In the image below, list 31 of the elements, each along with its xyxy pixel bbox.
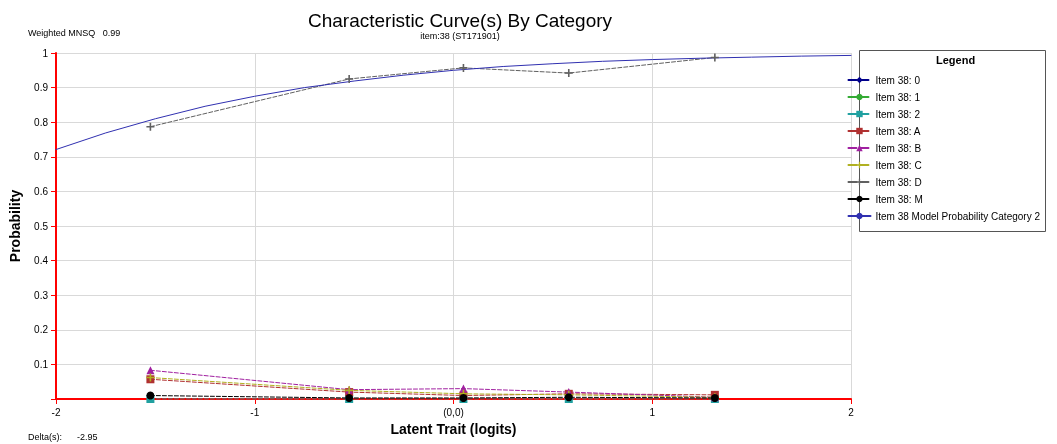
- y-axis-title: Probability: [7, 189, 23, 263]
- x-tick-label: 1: [649, 406, 656, 418]
- y-tick-label: 0.4: [34, 255, 49, 267]
- chart-subtitle: item:38 (ST171901): [420, 30, 500, 41]
- legend-title: Legend: [936, 53, 976, 66]
- x-tick-label: -1: [250, 406, 260, 418]
- text: Weighted MNSQ 0.99: [28, 27, 121, 38]
- legend-label: Item 38: C: [875, 159, 922, 171]
- y-tick-label: 1: [42, 47, 49, 59]
- legend-label: Item 38: 1: [875, 91, 921, 103]
- legend-label: Item 38: D: [875, 176, 922, 188]
- legend-label: Item 38: B: [875, 142, 922, 154]
- legend-label: Item 38: 2: [875, 108, 921, 120]
- y-tick-label: 0.9: [34, 82, 49, 94]
- legend-label: Item 38: M: [875, 193, 923, 205]
- y-tick-label: 0.6: [34, 185, 49, 197]
- x-tick-label: 2: [848, 406, 855, 418]
- legend-label: Item 38: 0: [875, 74, 921, 86]
- legend-label: Item 38 Model Probability Category 2: [875, 210, 1041, 222]
- y-tick-label: 0.7: [34, 151, 49, 163]
- x-axis-title: Latent Trait (logits): [390, 420, 517, 437]
- x-tick-label: -2: [51, 406, 61, 418]
- y-tick-label: 0.8: [34, 116, 49, 128]
- y-tick-label: 0.3: [34, 289, 49, 301]
- text: Delta(s): -2.95: [28, 431, 98, 442]
- y-tick-label: 0.1: [34, 358, 49, 370]
- y-tick-label: 0.5: [34, 220, 49, 232]
- chart-title: Characteristic Curve(s) By Category: [307, 10, 613, 31]
- y-tick-label: 0.2: [34, 324, 49, 336]
- legend-label: Item 38: A: [875, 125, 921, 137]
- x-tick-label: (0,0): [443, 406, 464, 418]
